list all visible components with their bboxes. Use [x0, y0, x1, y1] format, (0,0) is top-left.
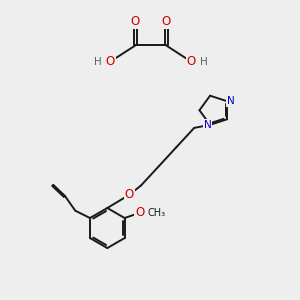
Text: CH₃: CH₃	[148, 208, 166, 218]
Text: O: O	[131, 15, 140, 28]
Text: O: O	[187, 55, 196, 68]
Text: O: O	[106, 55, 115, 68]
Text: H: H	[94, 57, 102, 67]
Text: N: N	[204, 120, 212, 130]
Text: O: O	[125, 188, 134, 201]
Text: O: O	[135, 206, 145, 219]
Text: N: N	[227, 96, 235, 106]
Text: H: H	[200, 57, 208, 67]
Text: O: O	[162, 15, 171, 28]
